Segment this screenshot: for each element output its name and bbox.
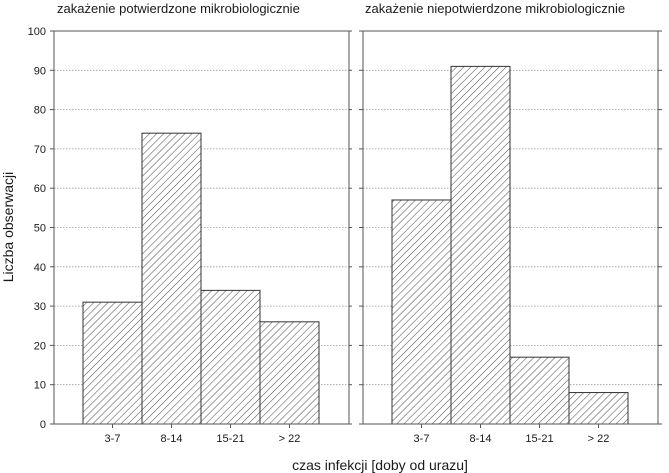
x-tick-label-1-2: 15-21	[525, 433, 553, 445]
bar-1-0	[391, 199, 452, 425]
bar-1-3	[568, 392, 629, 425]
x-tick-label-1-3: > 22	[588, 433, 610, 445]
bar-1-2	[509, 356, 570, 425]
y-axis-label: Liczba obserwacji	[0, 172, 16, 283]
panel-title-confirmed: zakażenie potwierdzone mikrobiologicznie	[57, 1, 300, 16]
y-tick-label-30: 30	[34, 301, 46, 313]
y-tick-label-80: 80	[34, 105, 46, 117]
x-tick-label-0-2: 15-21	[216, 433, 244, 445]
x-tick-label-1-1: 8-14	[469, 433, 491, 445]
y-tick-label-10: 10	[34, 380, 46, 392]
x-tick-label-0-0: 3-7	[105, 433, 121, 445]
bar-0-0	[82, 301, 143, 425]
x-tick-label-1-0: 3-7	[414, 433, 430, 445]
y-tick-label-100: 100	[28, 26, 46, 38]
x-axis-label: czas infekcji [doby od urazu]	[292, 457, 468, 473]
y-tick-label-0: 0	[40, 419, 46, 431]
y-tick-label-70: 70	[34, 144, 46, 156]
bar-0-2	[200, 289, 261, 425]
plot-layer: 3-7 8-14 15-21 > 22 3-7 8-14 15-21 > 22 0 10 20 30 4…	[28, 26, 662, 445]
y-tick-label-20: 20	[34, 340, 46, 352]
x-tick-label-0-1: 8-14	[160, 433, 182, 445]
y-tick-label-50: 50	[34, 223, 46, 235]
y-tick-label-90: 90	[34, 65, 46, 77]
bar-0-3	[259, 321, 320, 425]
bar-0-1	[141, 132, 202, 425]
x-tick-label-0-3: > 22	[279, 433, 301, 445]
y-tick-label-40: 40	[34, 262, 46, 274]
y-tick-label-60: 60	[34, 183, 46, 195]
panel-title-unconfirmed: zakażenie niepotwierdzone mikrobiologicz…	[365, 1, 625, 16]
bar-1-1	[450, 65, 511, 425]
